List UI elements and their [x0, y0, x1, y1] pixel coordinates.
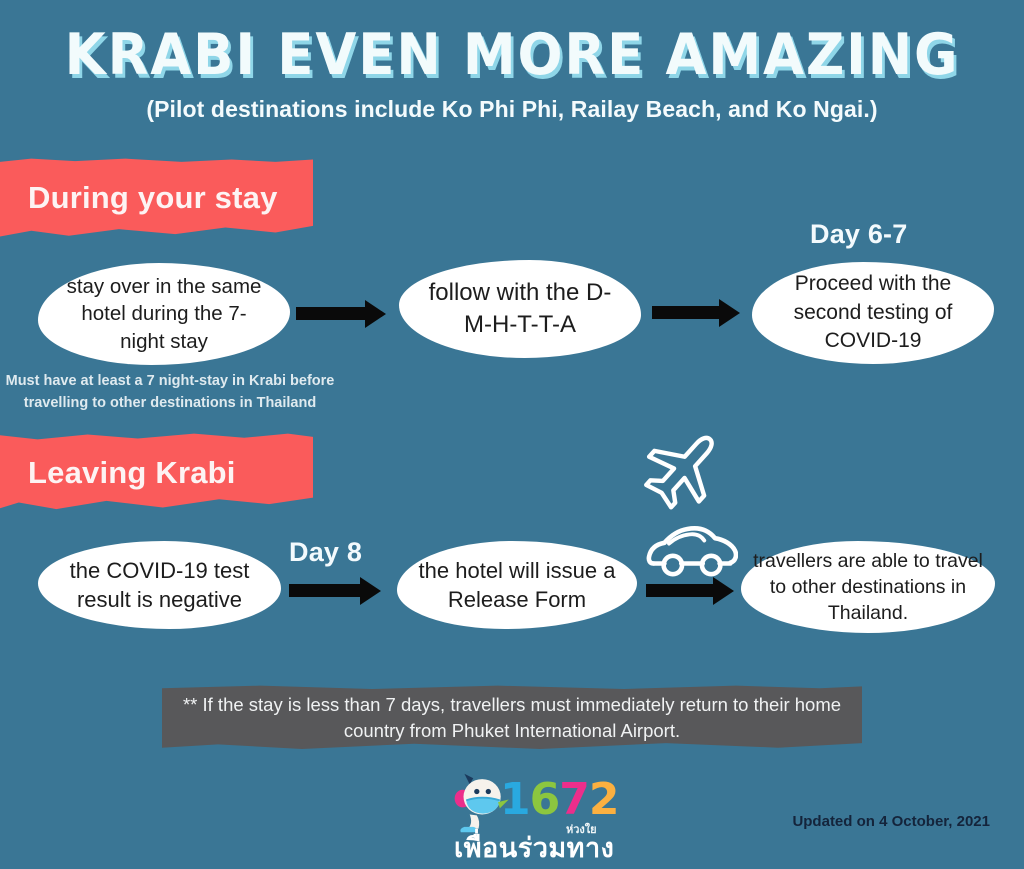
- step-bubble-stay-hotel: stay over in the same hotel during the 7…: [38, 263, 290, 365]
- header: KRABI EVEN MORE AMAZING (Pilot destinati…: [0, 0, 1024, 123]
- section-banner-label: Leaving Krabi: [28, 455, 236, 490]
- step-bubble-dmhtta: follow with the D-M-H-T-T-A: [399, 260, 641, 358]
- logo-digit-1: 1: [500, 774, 531, 825]
- logo-digit-7: 7: [559, 774, 590, 825]
- step-bubble-text: travellers are able to travel to other d…: [753, 549, 983, 625]
- banner-shape: [0, 433, 313, 510]
- page-subtitle: (Pilot destinations include Ko Phi Phi, …: [146, 95, 878, 122]
- arrow-right-icon-4: [646, 584, 714, 597]
- day-label-8: Day 8: [289, 537, 363, 567]
- step-bubble-release-form: the hotel will issue a Release Form: [397, 541, 637, 629]
- warning-note-box: ** If the stay is less than 7 days, trav…: [162, 685, 862, 751]
- masked-mascot-icon: [454, 773, 509, 833]
- airplane-icon: [644, 435, 714, 510]
- step-bubble-travel-other-destinations: travellers are able to travel to other d…: [741, 541, 995, 633]
- logo-digit-2: 2: [588, 774, 620, 825]
- banner-shape: [0, 158, 313, 237]
- logo-1672: 1672 ห่วงใย เพื่อนร่วมทาง: [438, 770, 628, 863]
- step-bubble-text: follow with the D-M-H-T-T-A: [428, 279, 612, 338]
- warning-note-text: ** If the stay is less than 7 days, trav…: [182, 693, 842, 741]
- logo-digits: 1672: [500, 778, 619, 822]
- day-label-6-7: Day 6-7: [810, 219, 908, 249]
- step-bubble-text: Proceed with the second testing of COVID…: [793, 272, 953, 353]
- footnote-seven-night-stay: Must have at least a 7 night-stay in Kra…: [5, 373, 335, 411]
- section-banner-during-your-stay: During your stay: [0, 157, 313, 239]
- logo-thai-tagline-main: เพื่อนร่วมทาง: [454, 833, 615, 863]
- arrow-right-icon-3: [289, 584, 361, 597]
- step-bubble-second-testing: Proceed with the second testing of COVID…: [752, 262, 994, 364]
- section-banner-label: During your stay: [28, 180, 278, 215]
- logo-digit-6: 6: [529, 774, 561, 825]
- step-bubble-text: the hotel will issue a Release Form: [418, 557, 616, 612]
- updated-timestamp: Updated on 4 October, 2021: [792, 813, 990, 830]
- note-box-shape: [162, 685, 862, 750]
- step-bubble-text: stay over in the same hotel during the 7…: [66, 275, 262, 353]
- step-bubble-test-negative: the COVID-19 test result is negative: [38, 541, 281, 629]
- logo-thai-tagline-small: ห่วงใย: [566, 824, 597, 836]
- arrow-right-icon-1: [296, 307, 366, 320]
- arrow-right-icon-2: [652, 306, 720, 319]
- section-banner-leaving-krabi: Leaving Krabi: [0, 432, 313, 514]
- car-icon: [646, 526, 738, 577]
- step-bubble-text: the COVID-19 test result is negative: [69, 557, 250, 612]
- page-title: KRABI EVEN MORE AMAZING: [64, 22, 960, 88]
